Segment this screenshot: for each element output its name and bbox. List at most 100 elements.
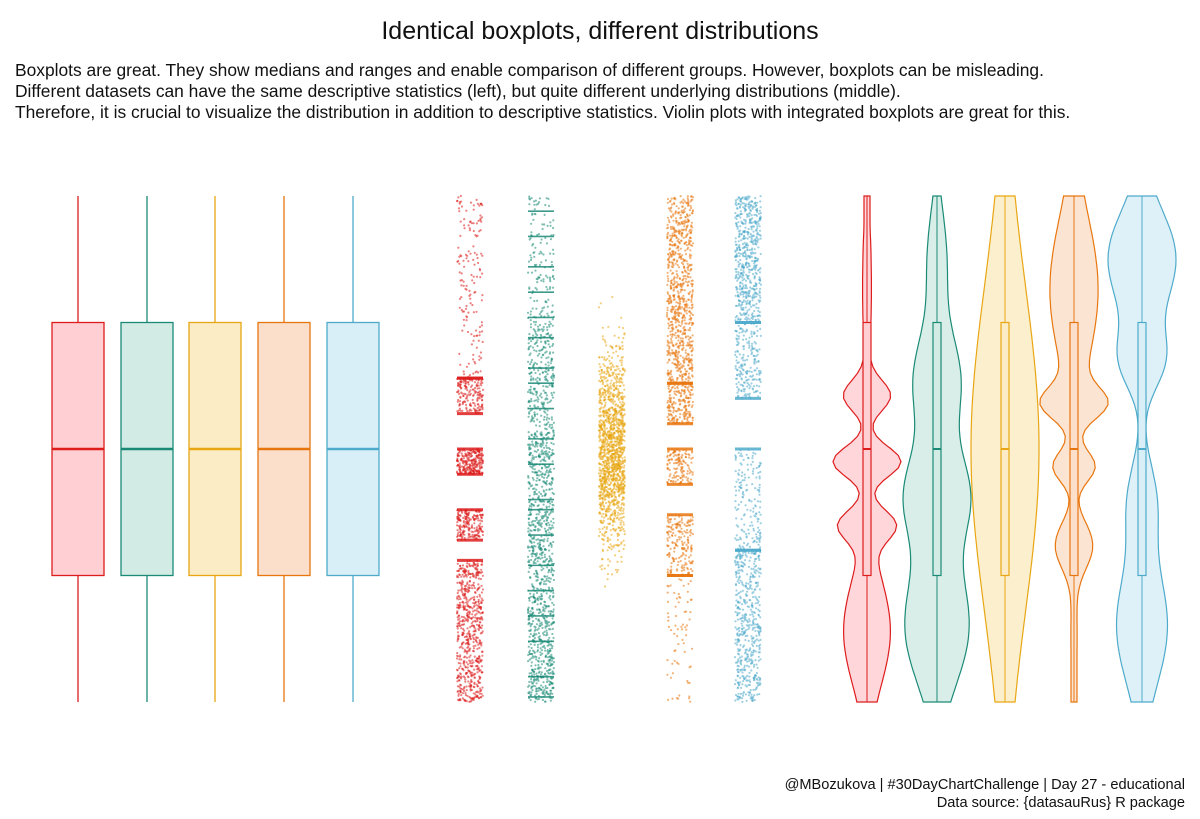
jitter-point [531, 470, 534, 473]
jitter-point [608, 435, 611, 438]
jitter-point [615, 381, 618, 384]
jitter-point [533, 493, 536, 496]
jitter-point [540, 663, 544, 666]
jitter-point [471, 583, 475, 587]
jitter-point [528, 346, 531, 349]
jitter-point [691, 562, 694, 565]
jitter-point [676, 628, 679, 631]
jitter-point [457, 694, 460, 697]
jitter-point [680, 409, 684, 412]
jitter-point [529, 465, 532, 468]
jitter-point [457, 661, 460, 665]
jitter-point [685, 394, 688, 397]
jitter-point [480, 299, 483, 302]
jitter-point [684, 626, 687, 629]
jitter-point [682, 642, 685, 645]
jitter-point [528, 412, 531, 415]
jitter-point [549, 692, 552, 695]
jitter-point [677, 662, 680, 666]
jitter-point [546, 326, 549, 329]
jitter-point [540, 569, 543, 572]
jitter-point [540, 671, 543, 674]
jitter-point [540, 660, 543, 663]
jitter-point [623, 413, 626, 416]
jitter-point [545, 692, 548, 695]
jitter-point [462, 521, 465, 524]
jitter-point [466, 614, 469, 617]
jitter-point [458, 620, 462, 623]
jitter-point [616, 450, 619, 453]
jitter-point [546, 656, 550, 659]
jitter-point [473, 676, 477, 679]
jitter-point [610, 361, 613, 365]
jitter-point [530, 677, 533, 681]
jitter-point [533, 203, 536, 206]
jitter-point [691, 388, 694, 391]
jitter-point [670, 568, 673, 571]
jitter-point [616, 442, 619, 445]
jitter-point [666, 416, 669, 419]
jitter-point [546, 510, 549, 513]
jitter-point [548, 513, 551, 516]
jitter-point [687, 400, 690, 404]
jitter-point [603, 356, 606, 359]
jitter-point [672, 531, 675, 535]
jitter-point [548, 400, 551, 403]
jitter-point [549, 664, 552, 667]
jitter-point [619, 460, 623, 463]
jitter-point [531, 670, 534, 673]
jitter-point [460, 623, 463, 627]
jitter-point [540, 443, 543, 446]
jitter-point [481, 686, 484, 689]
jitter-point [530, 541, 533, 545]
jitter-point [543, 538, 546, 541]
jitter-point [541, 556, 544, 559]
jitter-point [464, 678, 467, 681]
jitter-point [673, 550, 676, 553]
jitter-point [675, 697, 679, 700]
jitter-point [538, 478, 541, 481]
jitter-point [681, 420, 684, 423]
jitter-point [471, 572, 474, 576]
jitter-point [475, 253, 478, 256]
jitter-point [552, 467, 556, 470]
jitter-point [682, 399, 685, 402]
jitter-point [616, 377, 619, 380]
jitter-point [475, 526, 478, 529]
jitter-point [604, 341, 607, 344]
jitter-point [538, 657, 541, 660]
jitter-point [614, 514, 617, 518]
jitter-point [683, 390, 686, 393]
jitter-point [667, 385, 670, 388]
jitter-point [688, 681, 691, 685]
jitter-point [458, 697, 462, 701]
jitter-point [478, 325, 482, 329]
jitter-point [540, 328, 544, 331]
jitter-point [622, 424, 626, 427]
jitter-point [610, 387, 613, 390]
jitter-point [475, 235, 478, 238]
jitter-point [540, 467, 544, 470]
jitter-point [540, 522, 544, 525]
jitter-point [679, 480, 683, 484]
jitter-point [614, 479, 617, 482]
jitter-point [458, 606, 461, 609]
jitter-point [460, 586, 463, 590]
jitter-point [481, 454, 484, 457]
jitter-point [531, 689, 534, 692]
jitter-point [602, 430, 606, 433]
jitter-point [618, 326, 621, 329]
jitter-point [617, 455, 621, 458]
jitter-point [601, 335, 604, 338]
jitter-point [544, 340, 547, 343]
jitter-point [465, 407, 468, 411]
jitter-point [459, 689, 462, 692]
jitter-point [666, 450, 670, 453]
jitter-point [477, 261, 480, 265]
jitter-point [547, 421, 550, 424]
jitter-point [480, 584, 483, 587]
jitter-point [678, 536, 681, 539]
jitter-point [532, 251, 535, 255]
jitter-point [527, 570, 530, 574]
jitter-point [529, 643, 532, 646]
